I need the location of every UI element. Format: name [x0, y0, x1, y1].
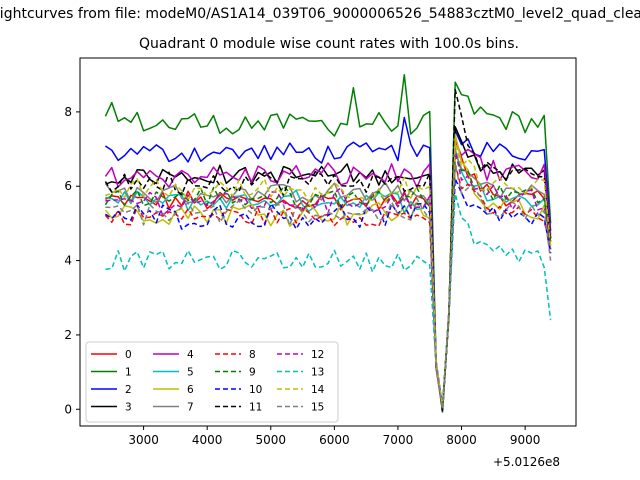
series-line-10: [104, 178, 552, 407]
legend-label-3: 3: [125, 402, 132, 414]
y-tick-label: 8: [64, 105, 72, 119]
legend-label-7: 7: [187, 402, 194, 414]
legend-label-11: 11: [249, 402, 262, 414]
x-tick-label: 7000: [383, 433, 414, 447]
series-line-11: [104, 88, 552, 413]
legend-label-8: 8: [249, 349, 256, 361]
series-line-1: [104, 73, 552, 408]
series-lines: [104, 73, 552, 413]
x-tick-label: 4000: [192, 433, 223, 447]
y-tick-label: 0: [64, 402, 72, 416]
legend-label-5: 5: [187, 367, 194, 379]
y-tick-label: 4: [64, 254, 72, 268]
series-line-8: [104, 163, 552, 410]
figure-suptitle: Lightcurves from file: modeM0/AS1A14_039…: [0, 6, 640, 22]
legend-box: [85, 341, 339, 423]
series-line-13: [105, 192, 552, 409]
legend-label-6: 6: [187, 384, 194, 396]
legend-label-10: 10: [249, 384, 262, 396]
axes-title: Quadrant 0 module wise count rates with …: [139, 36, 519, 52]
series-line-4: [104, 140, 552, 409]
legend-label-9: 9: [249, 367, 256, 379]
x-axis: 3000 4000 5000 6000 7000 8000 9000: [128, 426, 540, 447]
legend-label-15: 15: [311, 402, 324, 414]
x-tick-label: 5000: [255, 433, 286, 447]
legend-label-1: 1: [125, 367, 132, 379]
y-tick-label: 2: [64, 328, 72, 342]
x-tick-label: 3000: [128, 433, 159, 447]
legend-label-0: 0: [125, 349, 132, 361]
x-tick-label: 6000: [319, 433, 350, 447]
x-tick-label: 9000: [510, 433, 541, 447]
legend-label-12: 12: [311, 349, 324, 361]
legend-label-13: 13: [311, 367, 324, 379]
series-line-15: [105, 163, 552, 410]
x-offset-label: +5.0126e8: [493, 455, 560, 469]
axes-frame: [79, 57, 577, 427]
legend-label-14: 14: [311, 384, 325, 396]
series-line-14: [105, 140, 552, 409]
x-tick-label: 8000: [446, 433, 477, 447]
legend-label-4: 4: [187, 349, 194, 361]
y-axis: 0 2 4 6 8: [64, 105, 80, 416]
y-tick-label: 6: [64, 179, 72, 193]
legend-label-2: 2: [125, 384, 132, 396]
